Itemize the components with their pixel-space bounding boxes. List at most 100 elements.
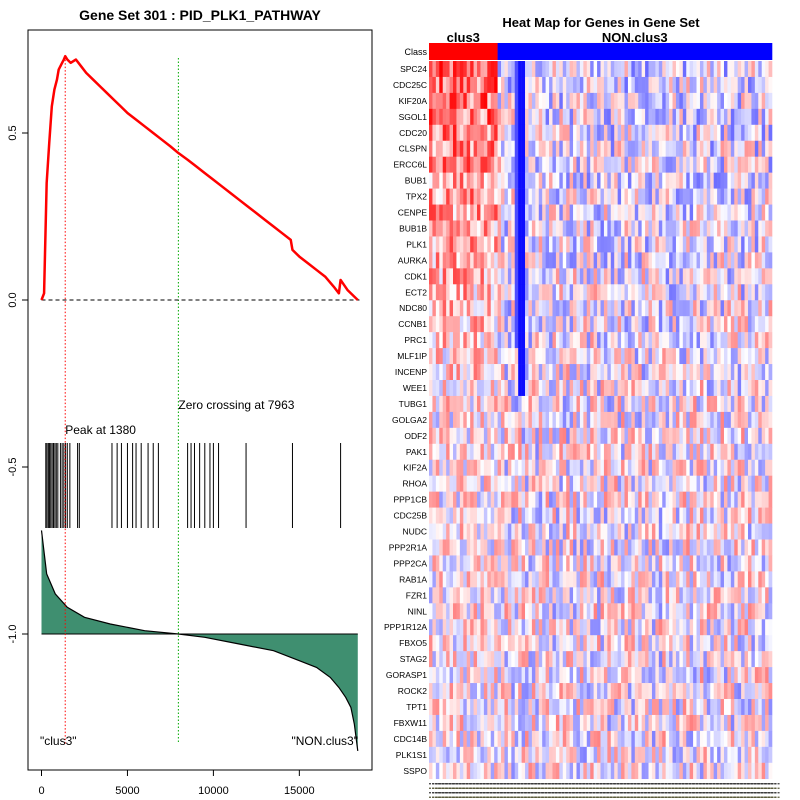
heatmap-cell: [545, 140, 550, 157]
heatmap-cell: [494, 364, 498, 381]
heatmap-cell: [597, 635, 601, 652]
heatmap-cell: [768, 61, 773, 78]
heatmap-cell: [593, 380, 598, 397]
heatmap-cell: [549, 475, 553, 492]
heatmap-cell: [552, 491, 557, 508]
heatmap-cell: [573, 124, 577, 142]
heatmap-cell: [432, 348, 437, 365]
heatmap-cell: [480, 539, 485, 556]
heatmap-cell: [497, 268, 502, 285]
heatmap-cell: [624, 124, 629, 142]
heatmap-cell: [439, 76, 444, 94]
heatmap-cell: [429, 651, 433, 668]
heatmap-cell: [662, 268, 666, 285]
heatmap-cell: [737, 762, 742, 780]
heatmap-cell: [723, 730, 728, 748]
heatmap-cell: [501, 746, 505, 764]
heatmap-cell: [446, 156, 450, 173]
heatmap-cell: [675, 571, 680, 588]
heatmap-cell: [720, 762, 725, 780]
heatmap-cell: [747, 268, 752, 285]
heatmap-cell: [477, 236, 481, 253]
heatmap-cell: [703, 507, 708, 524]
heatmap-cell: [717, 364, 721, 381]
heatmap-cell: [737, 539, 742, 556]
heatmap-cell: [699, 124, 704, 142]
peak-label: Peak at 1380: [65, 423, 136, 437]
heatmap-cell: [521, 380, 526, 397]
heatmap-cell: [531, 587, 536, 604]
heatmap-cell: [672, 92, 677, 110]
heatmap-cell: [473, 76, 478, 94]
heatmap-cell: [603, 204, 608, 221]
heatmap-cell: [621, 348, 625, 365]
heatmap-cell: [607, 380, 612, 397]
heatmap-cell: [518, 124, 522, 142]
heatmap-cell: [768, 730, 773, 748]
heatmap-cell: [514, 507, 519, 524]
heatmap-cell: [658, 683, 663, 700]
heatmap-cell: [741, 683, 745, 700]
heatmap-cell: [538, 555, 543, 572]
heatmap-cell: [449, 603, 454, 620]
heatmap-cell: [672, 459, 677, 476]
heatmap-cell: [617, 443, 622, 461]
heatmap-cell: [511, 124, 516, 142]
heatmap-cell: [566, 188, 570, 205]
heatmap-cell: [641, 746, 646, 764]
heatmap-cell: [593, 699, 598, 716]
heatmap-cell: [734, 300, 738, 317]
heatmap-cell: [555, 61, 560, 78]
heatmap-cell: [562, 619, 567, 636]
heatmap-cell: [518, 571, 522, 588]
heatmap-cell: [518, 380, 522, 397]
heatmap-cell: [490, 746, 495, 764]
heatmap-cell: [593, 364, 598, 381]
heatmap-cell: [651, 220, 656, 237]
heatmap-cell: [744, 300, 749, 317]
heatmap-cell: [744, 603, 749, 620]
heatmap-cell: [487, 619, 492, 636]
heatmap-cell: [459, 316, 464, 333]
heatmap-cell: [555, 332, 560, 349]
heatmap-cell: [477, 762, 481, 780]
class-left-label: "clus3": [40, 734, 77, 748]
heatmap-cell: [552, 507, 557, 524]
heatmap-cell: [439, 395, 444, 413]
heatmap-cell: [593, 156, 598, 173]
heatmap-cell: [586, 539, 591, 556]
heatmap-cell: [675, 475, 680, 492]
heatmap-cell: [518, 76, 522, 94]
heatmap-cell: [621, 108, 625, 126]
heatmap-cell: [531, 603, 536, 620]
heatmap-cell: [566, 124, 570, 142]
heatmap-cell: [593, 108, 598, 126]
heatmap-cell: [747, 459, 752, 476]
heatmap-cell: [590, 555, 594, 572]
heatmap-cell: [747, 252, 752, 269]
heatmap-cell: [593, 204, 598, 221]
heatmap-cell: [672, 443, 677, 461]
zero-crossing-label: Zero crossing at 7963: [178, 398, 294, 412]
heatmap-cell: [507, 252, 512, 269]
heatmap-cell: [525, 76, 529, 94]
heatmap-cell: [528, 108, 533, 126]
heatmap-cell: [634, 316, 639, 333]
heatmap-cell: [693, 714, 697, 732]
heatmap-cell: [689, 730, 694, 748]
heatmap-cell: [446, 268, 450, 285]
heatmap-cell: [432, 443, 437, 461]
heatmap-cell: [617, 204, 622, 221]
heatmap-cell: [744, 459, 749, 476]
heatmap-cell: [453, 316, 457, 333]
heatmap-cell: [504, 714, 509, 732]
heatmap-cell: [545, 523, 550, 540]
heatmap-cell: [723, 714, 728, 732]
heatmap-cell: [449, 364, 454, 381]
heatmap-cell: [446, 587, 450, 604]
heatmap-cell: [521, 108, 526, 126]
heatmap-cell: [583, 236, 588, 253]
heatmap-cell: [699, 539, 704, 556]
heatmap-cell: [504, 571, 509, 588]
heatmap-cell: [579, 683, 584, 700]
